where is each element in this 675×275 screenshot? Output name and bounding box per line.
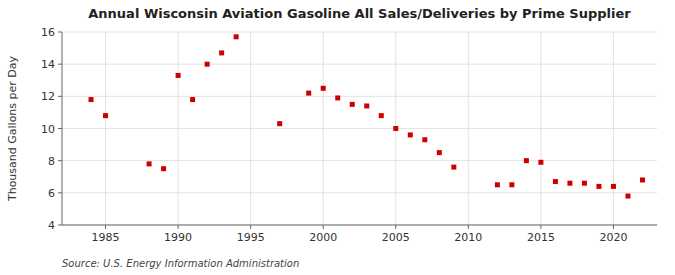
point [538,160,543,165]
point [277,121,282,126]
grid-line-x [323,32,324,225]
x-tick [323,225,324,229]
point [582,181,587,186]
y-tick [58,96,62,97]
y-tick [58,192,62,193]
point [219,50,224,55]
x-tick-label: 2015 [527,231,555,244]
point [205,62,210,67]
grid-line-x [250,32,251,225]
y-tick-label: 14 [41,58,55,71]
point [451,165,456,170]
point [625,194,630,199]
point [176,73,181,78]
point [393,126,398,131]
x-tick [468,225,469,229]
point [379,113,384,118]
grid-line-x [613,32,614,225]
x-tick-label: 2005 [382,231,410,244]
chart-svg: 1985 1990 1995 2000 2005 2010 2015 2020 4 6 8 10 12 1… [0,0,675,275]
x-tick-label: 1985 [92,231,120,244]
point [190,97,195,102]
y-tick [58,64,62,65]
point [234,34,239,39]
x-tick-label: 1990 [164,231,192,244]
grid-line-x [105,32,106,225]
x-tick-label: 2020 [599,231,627,244]
y-tick [58,32,62,33]
point [567,181,572,186]
source-note: Source: U.S. Energy Information Administ… [62,258,299,269]
x-tick [613,225,614,229]
y-tick [58,128,62,129]
point [103,113,108,118]
x-tick-label: 2000 [309,231,337,244]
point [350,102,355,107]
point [147,161,152,166]
y-tick-label: 16 [41,26,55,39]
y-axis-label: Thousand Gallons per Day [6,55,19,202]
grid-line-y [62,160,657,161]
point [437,150,442,155]
point [408,132,413,137]
x-tick [178,225,179,229]
chart-container: 1985 1990 1995 2000 2005 2010 2015 2020 4 6 8 10 12 1… [0,0,675,275]
x-axis-line [62,225,657,226]
grid-line-x [540,32,541,225]
y-tick-label: 10 [41,123,55,136]
x-tick [105,225,106,229]
axes: 1985 1990 1995 2000 2005 2010 2015 2020 4 6 8 10 12 1… [41,26,627,244]
point [321,86,326,91]
y-tick-label: 8 [48,155,55,168]
y-tick-label: 4 [48,219,55,232]
point [640,177,645,182]
y-tick [58,225,62,226]
x-tick [540,225,541,229]
grid-line-x [178,32,179,225]
point [89,97,94,102]
points [89,34,645,198]
point [509,182,514,187]
grid-line-y [62,225,657,226]
grid-line-y [62,192,657,193]
point [422,137,427,142]
x-tick [395,225,396,229]
x-tick [250,225,251,229]
x-tick-label: 2010 [454,231,482,244]
grid-line-y [62,96,657,97]
y-tick [58,160,62,161]
grid-line-y [62,32,657,33]
point [596,184,601,189]
grid-line-y [62,64,657,65]
point [553,179,558,184]
y-tick-label: 6 [48,187,55,200]
point [335,95,340,100]
grid-line-x [468,32,469,225]
y-tick-label: 12 [41,90,55,103]
point [495,182,500,187]
title: Annual Wisconsin Aviation Gasoline All S… [88,6,631,21]
point [524,158,529,163]
point [161,166,166,171]
grid-line-y [62,128,657,129]
point [364,103,369,108]
point [611,184,616,189]
x-tick-label: 1995 [237,231,265,244]
grid [62,32,657,225]
point [306,91,311,96]
